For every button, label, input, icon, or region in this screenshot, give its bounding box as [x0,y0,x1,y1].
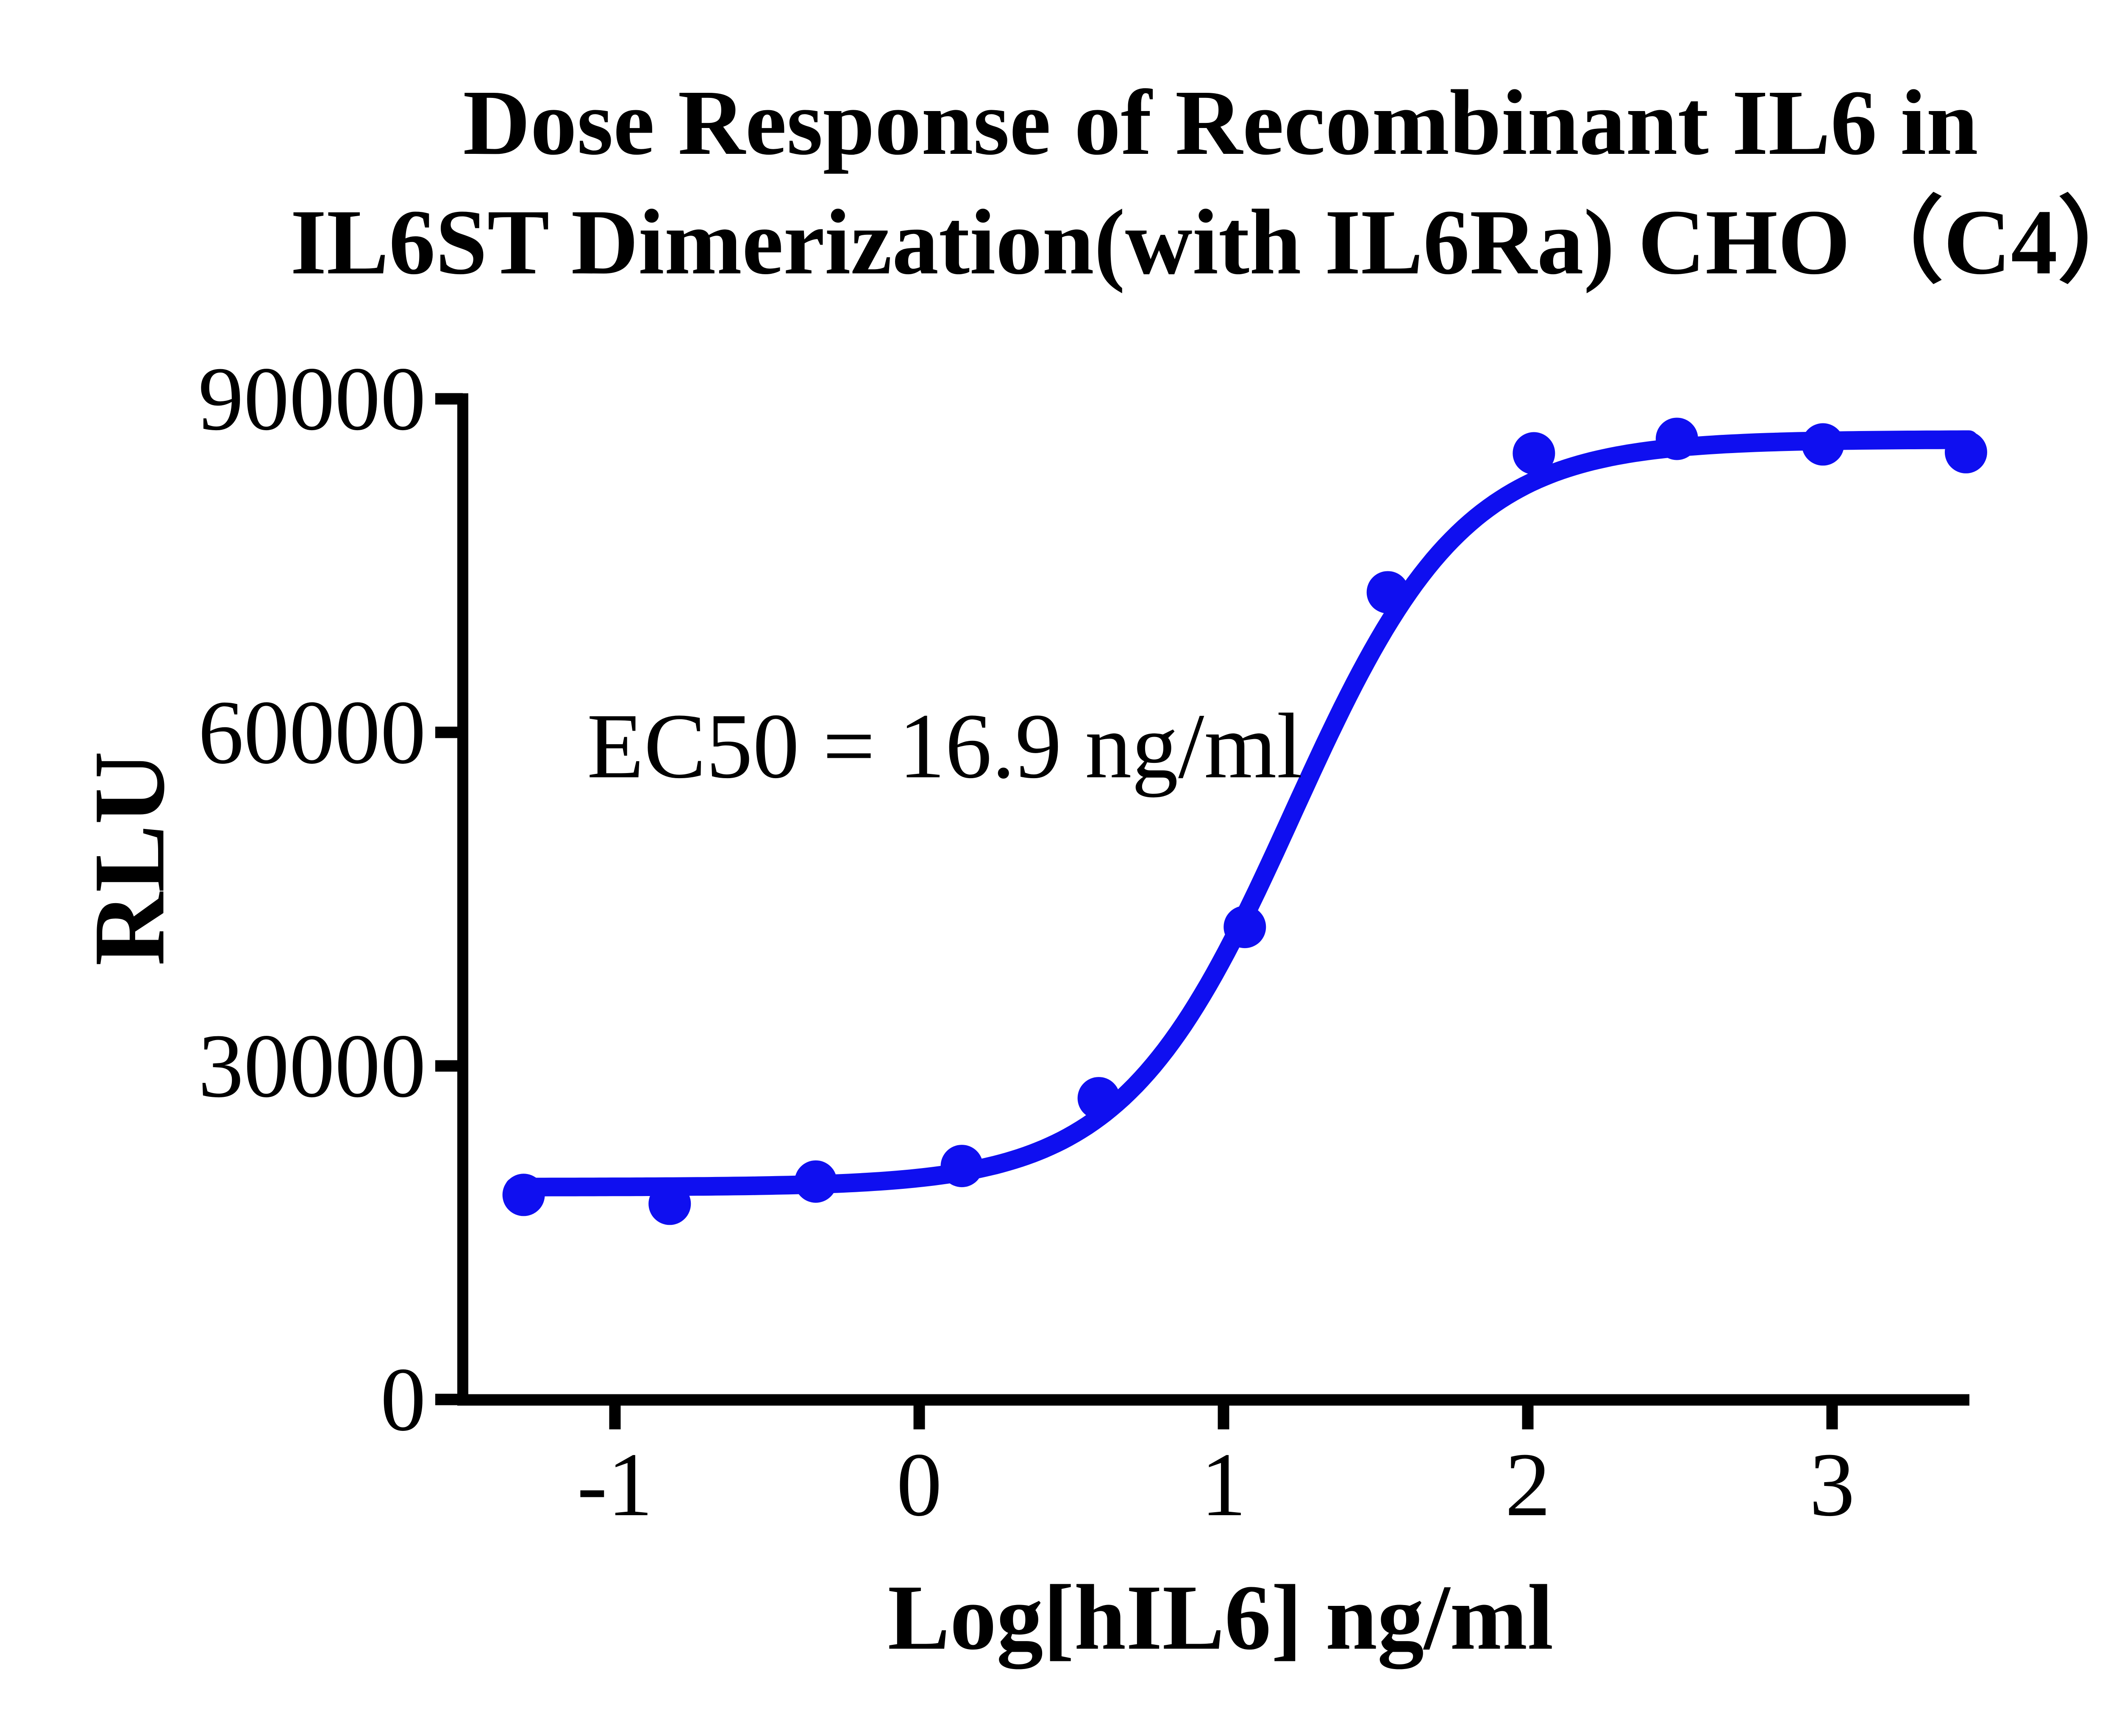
data-point [1655,417,1698,460]
data-point [1224,906,1266,949]
data-point [648,1182,691,1225]
data-point [502,1174,545,1216]
x-axis-label: Log[hIL6] ng/ml [887,1566,1554,1669]
x-tick-label: 1 [1201,1434,1246,1535]
data-point [1077,1077,1120,1120]
x-tick-label: 3 [1809,1434,1855,1535]
data-point [1802,423,1844,466]
data-point [1513,432,1555,475]
x-tick-label: -1 [577,1434,653,1535]
fit-curve [505,430,1979,1196]
data-point [940,1145,983,1188]
ec50-annotation: EC50 = 16.9 ng/ml [587,694,1303,798]
y-tick-label: 60000 [198,682,426,783]
data-point [1366,571,1409,614]
data-point [1944,431,1987,473]
y-tick-label: 90000 [198,348,426,449]
y-tick-label: 30000 [198,1015,426,1116]
chart-title-line2: IL6ST Dimerization(with IL6Ra) CHO（C4） [290,190,2119,294]
y-tick-label: 0 [381,1349,426,1450]
x-tick-label: 2 [1505,1434,1551,1535]
x-tick-label: 0 [896,1434,942,1535]
data-point [794,1160,837,1203]
chart-title: Dose Response of Recombinant IL6 in IL6S… [237,63,2119,302]
chart-title-line1: Dose Response of Recombinant IL6 in [463,71,1978,174]
